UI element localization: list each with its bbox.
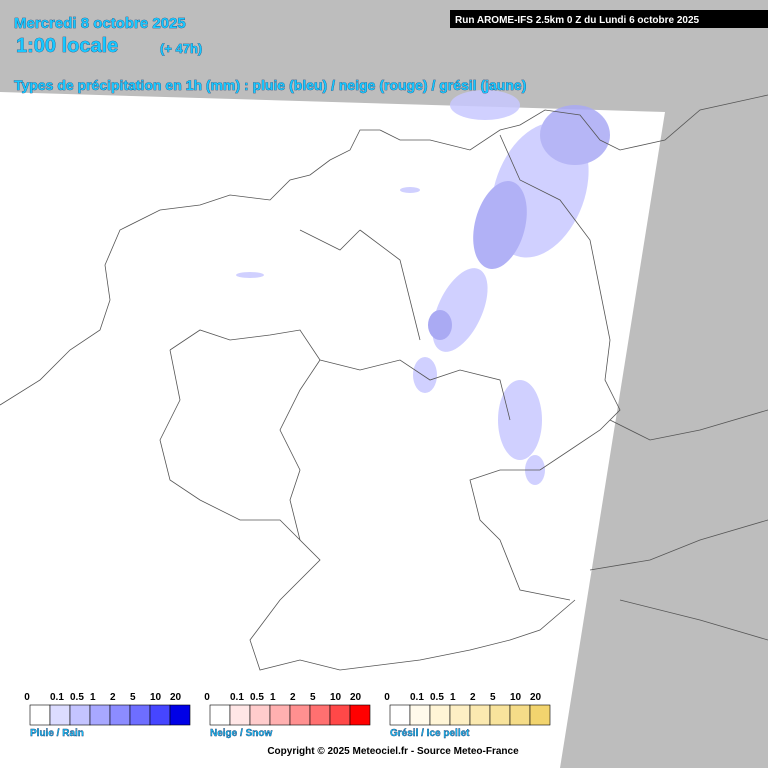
legend-swatch (289, 704, 311, 726)
legend-swatch (149, 704, 171, 726)
legend-name: Neige / Snow (210, 728, 272, 739)
legend-swatch (209, 704, 231, 726)
legend-swatch (449, 704, 471, 726)
legend-swatch (49, 704, 71, 726)
legend-tick: 20 (170, 692, 182, 703)
legend-tick: 5 (490, 692, 496, 703)
legend-swatch (529, 704, 551, 726)
legend-swatch (329, 704, 351, 726)
legend-tick: 2 (290, 692, 296, 703)
legend-name: Pluie / Rain (30, 728, 84, 739)
legend-swatch (349, 704, 371, 726)
legend-swatch (249, 704, 271, 726)
legend-tick: 1 (90, 692, 96, 703)
legend-swatch (109, 704, 131, 726)
time: 1:00 locale (16, 35, 118, 57)
legend-tick: 0 (204, 692, 210, 703)
legend-tick: 1 (450, 692, 456, 703)
legend-swatch (429, 704, 451, 726)
date: Mercredi 8 octobre 2025 (14, 15, 186, 32)
legend-tick: 20 (530, 692, 542, 703)
legend-swatch (89, 704, 111, 726)
legend-swatch (389, 704, 411, 726)
legend-tick: 10 (510, 692, 522, 703)
legend-tick: 0.1 (50, 692, 64, 703)
lead-time: (+ 47h) (160, 41, 202, 56)
legend-swatch (269, 704, 291, 726)
legend-swatch (469, 704, 491, 726)
legend-tick: 0 (24, 692, 30, 703)
legend-swatch (509, 704, 531, 726)
legend-tick: 10 (150, 692, 162, 703)
legend-tick: 0.5 (70, 692, 84, 703)
legend-swatch (69, 704, 91, 726)
subtitle: Types de précipitation en 1h (mm) : plui… (14, 77, 526, 93)
legend-tick: 2 (470, 692, 476, 703)
legend-tick: 5 (310, 692, 316, 703)
legend-tick: 20 (350, 692, 362, 703)
legend-tick: 5 (130, 692, 136, 703)
legend-tick: 10 (330, 692, 342, 703)
legend-tick: 1 (270, 692, 276, 703)
legend-swatch (169, 704, 191, 726)
legend-tick: 0.5 (250, 692, 264, 703)
legend-tick: 2 (110, 692, 116, 703)
copyright: Copyright © 2025 Meteociel.fr - Source M… (267, 746, 519, 757)
legend-swatch (129, 704, 151, 726)
legend-swatch (409, 704, 431, 726)
legend-tick: 0.1 (230, 692, 244, 703)
legend-tick: 0 (384, 692, 390, 703)
legend-swatch (489, 704, 511, 726)
legend-swatch (229, 704, 251, 726)
precipitation (236, 90, 610, 485)
legend-swatch (29, 704, 51, 726)
legend-tick: 0.1 (410, 692, 424, 703)
legend-name: Grésil / Ice pellet (390, 728, 470, 739)
borders (0, 94, 768, 671)
run-info: Run AROME-IFS 2.5km 0 Z du Lundi 6 octob… (455, 15, 700, 26)
legend-tick: 0.5 (430, 692, 444, 703)
run-box (450, 10, 768, 28)
legend-swatch (309, 704, 331, 726)
